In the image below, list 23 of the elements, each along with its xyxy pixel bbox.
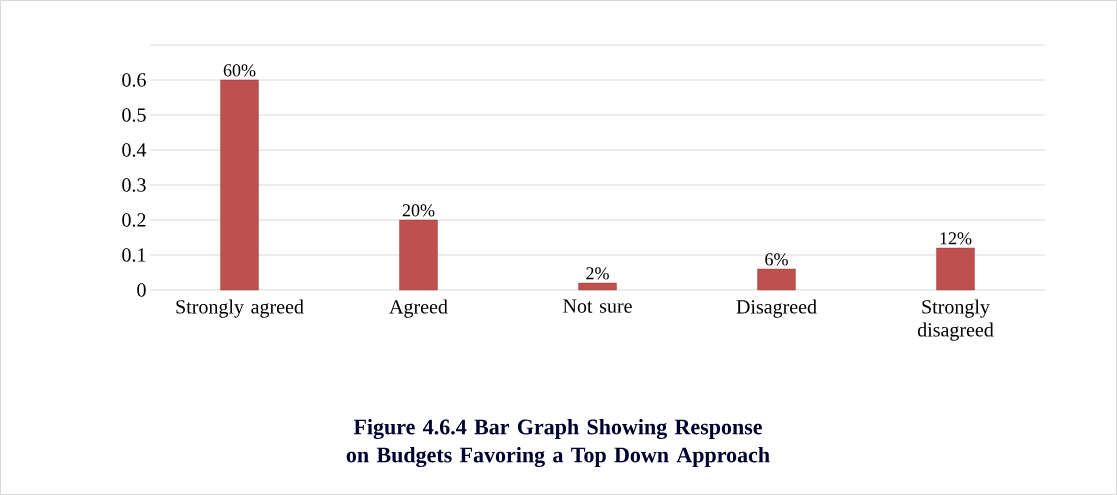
x-tick-label: Strongly agreed: [176, 299, 304, 318]
data-label: 60%: [223, 64, 256, 77]
x-tick-label: Strongly disagreed: [917, 299, 994, 341]
bar: [578, 282, 617, 291]
bar: [757, 268, 796, 291]
y-tick-label: 0.6: [122, 73, 146, 87]
text: Figure 4.6.4 Bar Graph Showing Response on Budgets Favoring a Top Down Approach: [346, 418, 770, 468]
y-tick-label: 0.2: [122, 213, 146, 227]
y-tick-label: 0.4: [122, 143, 147, 157]
bar: [936, 247, 975, 291]
x-tick-label: Agreed: [389, 299, 448, 318]
x-tick-label: Not sure: [563, 299, 632, 313]
data-label: 6%: [765, 253, 788, 266]
data-label: 12%: [940, 232, 972, 245]
bar: [220, 79, 259, 291]
y-tick-label: 0.3: [122, 178, 146, 192]
y-tick-label: 0.5: [122, 108, 146, 122]
x-tick-label: Disagreed: [736, 299, 817, 318]
data-label: 20%: [402, 204, 435, 217]
y-tick-label: 0.1: [122, 248, 146, 262]
bar: [399, 219, 438, 291]
y-tick-label: 0: [137, 283, 146, 297]
data-label: 2%: [586, 267, 609, 280]
